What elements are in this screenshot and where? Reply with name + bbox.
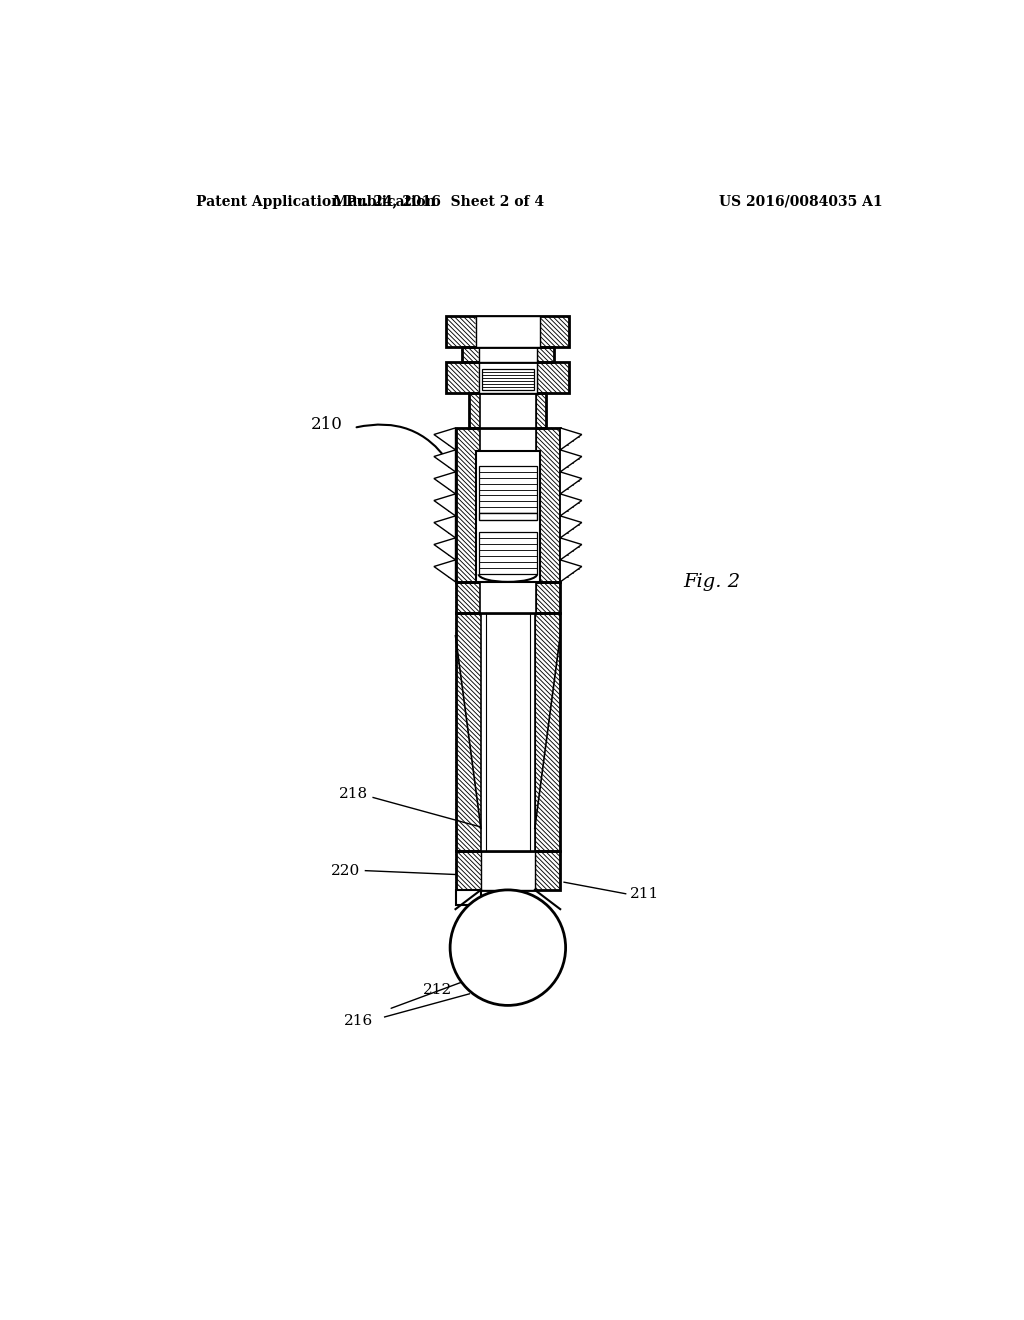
Bar <box>481 368 535 391</box>
Polygon shape <box>434 450 456 473</box>
Bar <box>456 582 480 612</box>
Bar <box>475 317 541 347</box>
Polygon shape <box>434 539 456 560</box>
Polygon shape <box>560 560 582 582</box>
Circle shape <box>451 890 565 1006</box>
Bar <box>481 612 535 851</box>
Polygon shape <box>560 516 582 539</box>
Bar <box>469 393 480 428</box>
Polygon shape <box>434 428 456 450</box>
Bar <box>535 612 560 851</box>
Bar <box>478 466 538 512</box>
Polygon shape <box>560 539 582 560</box>
Bar <box>446 317 475 347</box>
Text: 220: 220 <box>331 863 360 878</box>
Bar <box>536 428 560 582</box>
Bar <box>456 851 560 890</box>
Text: Patent Application Publication: Patent Application Publication <box>196 194 435 209</box>
Text: Fig. 2: Fig. 2 <box>683 573 740 591</box>
Polygon shape <box>434 473 456 494</box>
Text: 212: 212 <box>423 983 453 997</box>
Text: 210: 210 <box>310 416 342 433</box>
Text: 218: 218 <box>339 787 368 801</box>
Polygon shape <box>434 516 456 539</box>
Text: 211: 211 <box>630 887 658 900</box>
Bar <box>462 347 478 363</box>
Bar <box>536 393 547 428</box>
Text: US 2016/0084035 A1: US 2016/0084035 A1 <box>719 194 883 209</box>
Bar <box>478 532 538 574</box>
Bar <box>478 363 538 393</box>
Bar <box>475 451 541 582</box>
Text: 216: 216 <box>344 1014 373 1028</box>
Bar <box>446 363 478 393</box>
Polygon shape <box>560 473 582 494</box>
Bar <box>536 582 560 612</box>
Bar <box>462 347 554 363</box>
Bar <box>541 317 569 347</box>
Bar <box>538 363 569 393</box>
Polygon shape <box>560 428 582 450</box>
Polygon shape <box>434 560 456 582</box>
Bar <box>469 393 547 428</box>
Bar <box>446 363 569 393</box>
Bar <box>446 317 569 347</box>
Polygon shape <box>560 450 582 473</box>
Polygon shape <box>456 890 481 906</box>
Bar <box>478 512 538 520</box>
Bar <box>478 347 538 363</box>
Polygon shape <box>560 494 582 516</box>
Bar <box>456 428 560 582</box>
Bar <box>480 393 536 428</box>
Bar <box>456 428 480 582</box>
Bar <box>480 582 536 612</box>
Bar <box>456 582 560 612</box>
Bar <box>481 851 535 890</box>
Bar <box>538 347 554 363</box>
Polygon shape <box>434 494 456 516</box>
Bar <box>535 851 560 890</box>
Bar <box>456 851 481 890</box>
Bar <box>480 428 536 582</box>
Text: Mar. 24, 2016  Sheet 2 of 4: Mar. 24, 2016 Sheet 2 of 4 <box>333 194 544 209</box>
Bar <box>456 612 560 851</box>
Bar <box>456 612 481 851</box>
